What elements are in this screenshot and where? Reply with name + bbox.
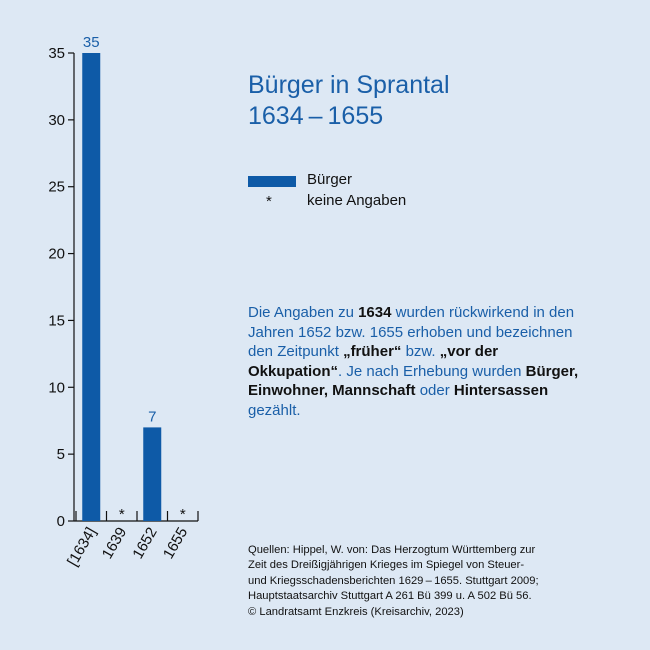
no-data-marker: * [119, 506, 125, 523]
chart-subtitle: 1634 – 1655 [248, 102, 384, 130]
y-tick-label: 0 [57, 513, 65, 530]
chart-title-block: Bürger in Sprantal 1634 – 1655 [248, 70, 450, 132]
legend-label-buerger: Bürger [307, 171, 353, 188]
bar-1652 [143, 427, 162, 521]
note-emphasis: „vor der Okkupation“ [248, 343, 499, 380]
note-text: wurden rückwirkend in den Jahren 1652 bz… [248, 304, 575, 361]
legend-symbol-no-data: * [266, 193, 272, 210]
data-label: 7 [148, 408, 156, 425]
y-tick-label: 30 [48, 112, 65, 129]
note-emphasis: 1634 [358, 304, 392, 321]
bar-1634 [82, 53, 101, 521]
source-line: Quellen: Hippel, W. von: Das Herzogtum W… [248, 544, 536, 556]
y-tick-label: 35 [48, 45, 65, 62]
note-emphasis: Bürger, Einwohner, Mannschaft [248, 362, 579, 400]
note-text: gezählt. [248, 401, 301, 419]
x-tick-label: [1634] [64, 525, 100, 570]
sources-text: Quellen: Hippel, W. von: Das Herzogtum W… [248, 543, 608, 620]
source-line: Hauptstaatsarchiv Stuttgart A 261 Bü 399… [248, 590, 532, 603]
legend-label-no-data: keine Angaben [307, 192, 407, 209]
x-tick-label: 1655 [160, 525, 191, 562]
note-emphasis: „früher“ [343, 343, 402, 361]
legend-swatch-buerger [248, 176, 296, 187]
source-line: und Kriegsschadensberichten 1629 – 1655.… [248, 574, 539, 587]
y-tick-label: 15 [48, 312, 65, 329]
note-text: Die Angaben zu [248, 304, 359, 321]
note-emphasis: Hintersassen [453, 382, 549, 400]
chart-title: Bürger in Sprantal [248, 71, 450, 99]
source-line: © Landratsamt Enzkreis (Kreisarchiv, 202… [248, 605, 464, 618]
data-label: 35 [83, 34, 100, 51]
note-text: bzw. [401, 343, 440, 361]
note-text: oder [415, 382, 454, 400]
source-line: Zeit des Dreißigjährigen Krieges im Spie… [248, 559, 525, 572]
explanatory-note: Die Angaben zu 1634 wurden rückwirkend i… [248, 303, 588, 421]
y-tick-label: 25 [48, 179, 65, 196]
y-tick-label: 20 [48, 246, 65, 263]
note-text: . Je nach Erhebung wurden [338, 362, 526, 380]
y-tick-label: 10 [48, 379, 65, 396]
y-tick-label: 5 [57, 446, 65, 463]
no-data-marker: * [180, 506, 186, 523]
x-tick-label: 1652 [129, 525, 160, 562]
x-tick-label: 1639 [99, 525, 130, 562]
